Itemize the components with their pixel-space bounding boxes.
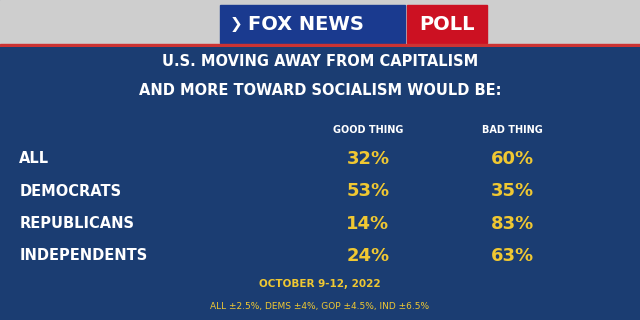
Text: OCTOBER 9-12, 2022: OCTOBER 9-12, 2022 — [259, 279, 381, 289]
Bar — [0, 44, 640, 47]
Bar — [220, 5, 405, 43]
Text: 14%: 14% — [346, 215, 390, 233]
Text: FOX NEWS: FOX NEWS — [248, 15, 364, 34]
Text: 53%: 53% — [346, 182, 390, 200]
Text: 60%: 60% — [490, 150, 534, 168]
Text: 63%: 63% — [490, 247, 534, 265]
Text: ALL ±2.5%, DEMS ±4%, GOP ±4.5%, IND ±6.5%: ALL ±2.5%, DEMS ±4%, GOP ±4.5%, IND ±6.5… — [211, 302, 429, 311]
Text: 35%: 35% — [490, 182, 534, 200]
Text: U.S. MOVING AWAY FROM CAPITALISM: U.S. MOVING AWAY FROM CAPITALISM — [162, 54, 478, 69]
Text: BAD THING: BAD THING — [482, 125, 542, 135]
Text: ❯: ❯ — [230, 17, 243, 32]
Bar — [407, 5, 487, 43]
Text: 32%: 32% — [346, 150, 390, 168]
Text: INDEPENDENTS: INDEPENDENTS — [19, 248, 147, 263]
Text: 83%: 83% — [490, 215, 534, 233]
Text: ALL: ALL — [19, 151, 49, 166]
Text: AND MORE TOWARD SOCIALISM WOULD BE:: AND MORE TOWARD SOCIALISM WOULD BE: — [139, 83, 501, 98]
Text: DEMOCRATS: DEMOCRATS — [19, 184, 122, 199]
Text: 24%: 24% — [346, 247, 390, 265]
Text: POLL: POLL — [419, 15, 475, 34]
Text: REPUBLICANS: REPUBLICANS — [19, 216, 134, 231]
Text: GOOD THING: GOOD THING — [333, 125, 403, 135]
